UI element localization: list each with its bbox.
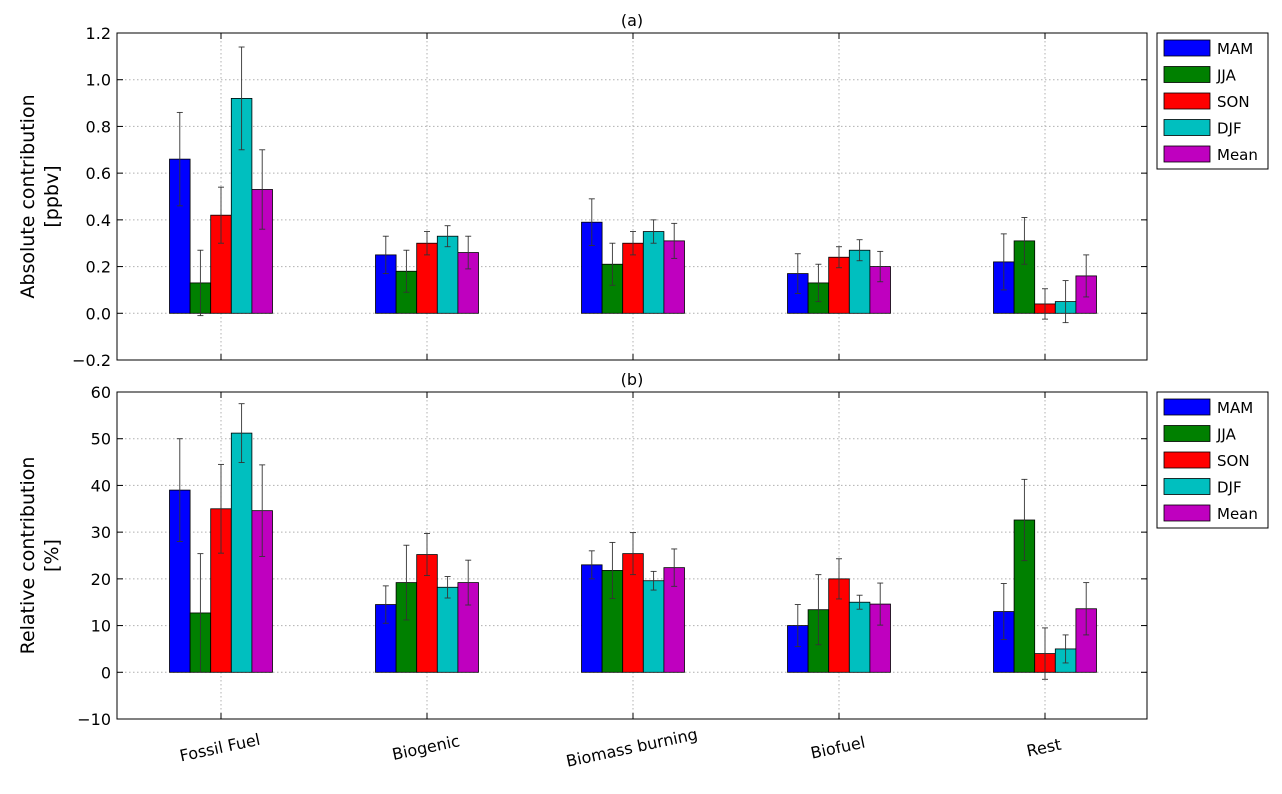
legend-swatch-mean	[1163, 145, 1211, 163]
legend-swatch-son	[1163, 451, 1211, 469]
y-tick-label: 50	[91, 430, 111, 449]
y-tick-label: 0.2	[86, 258, 111, 277]
y-tick-label: −0.2	[72, 351, 111, 370]
legend-label-son: SON	[1217, 452, 1250, 470]
legend-label-mam: MAM	[1217, 40, 1253, 58]
y-axis-title: [ppbv]	[41, 165, 63, 227]
y-tick-label: 0.4	[86, 211, 111, 230]
plot-frame	[116, 32, 1148, 361]
bar-djf-biomass-burning	[642, 580, 665, 673]
legend-label-mam: MAM	[1217, 399, 1253, 417]
panel-title: (b)	[621, 370, 644, 389]
bar-djf-biomass-burning	[642, 231, 665, 314]
bar-djf-biofuel	[848, 601, 871, 673]
bar-djf-fossil-fuel	[230, 432, 253, 673]
bar-djf-biogenic	[436, 586, 459, 673]
legend-label-son: SON	[1217, 93, 1250, 111]
y-tick-label: 30	[91, 523, 111, 542]
bar-mam-biomass-burning	[581, 564, 603, 673]
bar-djf-biogenic	[436, 235, 459, 314]
legend-swatch-djf	[1163, 478, 1211, 495]
legend-swatch-mam	[1163, 39, 1211, 57]
chart-panel-a: −0.2 0.0 0.2 0.4 0.6 0.8 1.0 1.2 (a) Absolute con…	[17, 11, 1269, 370]
y-tick-label: 10	[91, 617, 111, 636]
y-tick-label: 0.6	[86, 164, 111, 183]
y-axis-title: [%]	[41, 539, 63, 572]
legend-swatch-djf	[1163, 119, 1211, 136]
y-tick-label: 0	[101, 663, 111, 682]
legend-label-jja: JJA	[1216, 67, 1237, 85]
panel-title: (a)	[621, 11, 643, 30]
legend-swatch-jja	[1163, 66, 1211, 83]
legend-label-djf: DJF	[1217, 120, 1242, 138]
legend-label-djf: DJF	[1217, 479, 1242, 497]
legend-label-mean: Mean	[1217, 146, 1258, 164]
y-tick-label: 60	[91, 383, 111, 402]
legend-swatch-son	[1163, 92, 1211, 110]
y-axis-title: Relative contribution	[17, 457, 39, 655]
y-tick-label: 20	[91, 570, 111, 589]
y-tick-label: −10	[77, 710, 111, 729]
y-tick-label: 1.0	[86, 71, 111, 90]
legend-swatch-mean	[1163, 504, 1211, 522]
legend-swatch-mam	[1163, 398, 1211, 416]
y-tick-label: 40	[91, 476, 111, 495]
legend-swatch-jja	[1163, 425, 1211, 442]
legend-label-mean: Mean	[1217, 505, 1258, 523]
y-axis-title: Absolute contribution	[17, 94, 39, 298]
y-tick-label: 0.8	[86, 117, 111, 136]
y-tick-label: 0.0	[86, 304, 111, 323]
legend-label-jja: JJA	[1216, 426, 1237, 444]
plot-frame	[116, 391, 1148, 720]
y-tick-label: 1.2	[86, 24, 111, 43]
